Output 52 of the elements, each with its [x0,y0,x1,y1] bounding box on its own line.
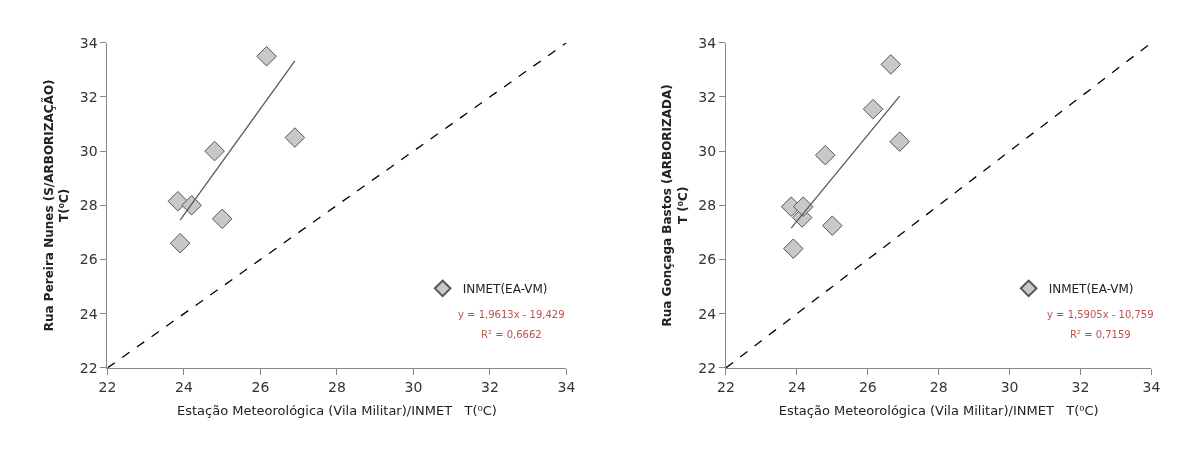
y-tick-label: 26 [79,251,98,268]
legend-label: INMET(EA-VM) [1048,282,1134,297]
y-tick-label: 30 [79,143,98,160]
point [889,131,910,152]
y-tick-label: 22 [698,359,717,376]
y-tick-label: 34 [698,34,717,51]
x-tick-label: 32 [481,378,499,395]
y-tick-label: 32 [79,88,98,105]
annotation: R² = 0,7159 [1070,329,1131,340]
x-tick-label: 30 [404,378,423,395]
annotation: y = 1,5905x - 10,759 [1047,309,1154,320]
y-axis-title: Rua Pereira Nunes (S/ARBORIZAÇÃO) T(⁰C) [40,79,72,332]
y-tick-label: 24 [79,305,98,322]
annotation: R² = 0,6662 [481,329,542,340]
y-tick-label: 28 [79,197,98,214]
point [211,208,233,230]
y-tick-label: 24 [698,305,717,322]
y-axis-title: Rua Gonçaga Bastos (ARBORIZADA) T (⁰C) [660,84,690,327]
point [880,54,902,75]
x-tick-label: 28 [929,378,948,395]
y-tick-label: 28 [698,197,717,214]
x-tick-label: 32 [1071,378,1090,395]
legend-label: INMET(EA-VM) [462,282,548,297]
y-tick-label: 30 [698,143,717,160]
x-tick-label: 26 [251,378,270,395]
point [284,127,306,148]
x-tick-label: 22 [98,378,117,395]
point [181,195,202,216]
point [169,232,191,254]
y-tick-label: 32 [698,88,717,105]
point [822,215,843,236]
x-axis-title: Estação Meteorológica (Vila Militar)/INMET T(⁰C) [177,403,497,419]
x-tick-label: 22 [717,378,735,395]
point [862,98,884,120]
point [167,190,189,212]
x-tick-label: 34 [1142,378,1161,395]
annotation: y = 1,9613x - 19,429 [458,309,565,320]
x-tick-label: 24 [787,378,806,395]
x-tick-label: 34 [557,378,576,395]
point [256,46,277,67]
x-tick-label: 24 [175,378,193,395]
point [793,196,814,217]
y-tick-label: 22 [79,359,98,376]
x-tick-label: 26 [858,378,877,395]
x-axis-title: Estação Meteorológica (Vila Militar)/INMET T(⁰C) [778,403,1099,419]
x-tick-label: 30 [1000,378,1019,395]
point [204,140,225,162]
x-tick-label: 28 [328,378,346,395]
y-tick-label: 26 [698,251,717,268]
point [783,238,804,259]
point [814,144,836,166]
y-tick-label: 34 [79,34,98,51]
